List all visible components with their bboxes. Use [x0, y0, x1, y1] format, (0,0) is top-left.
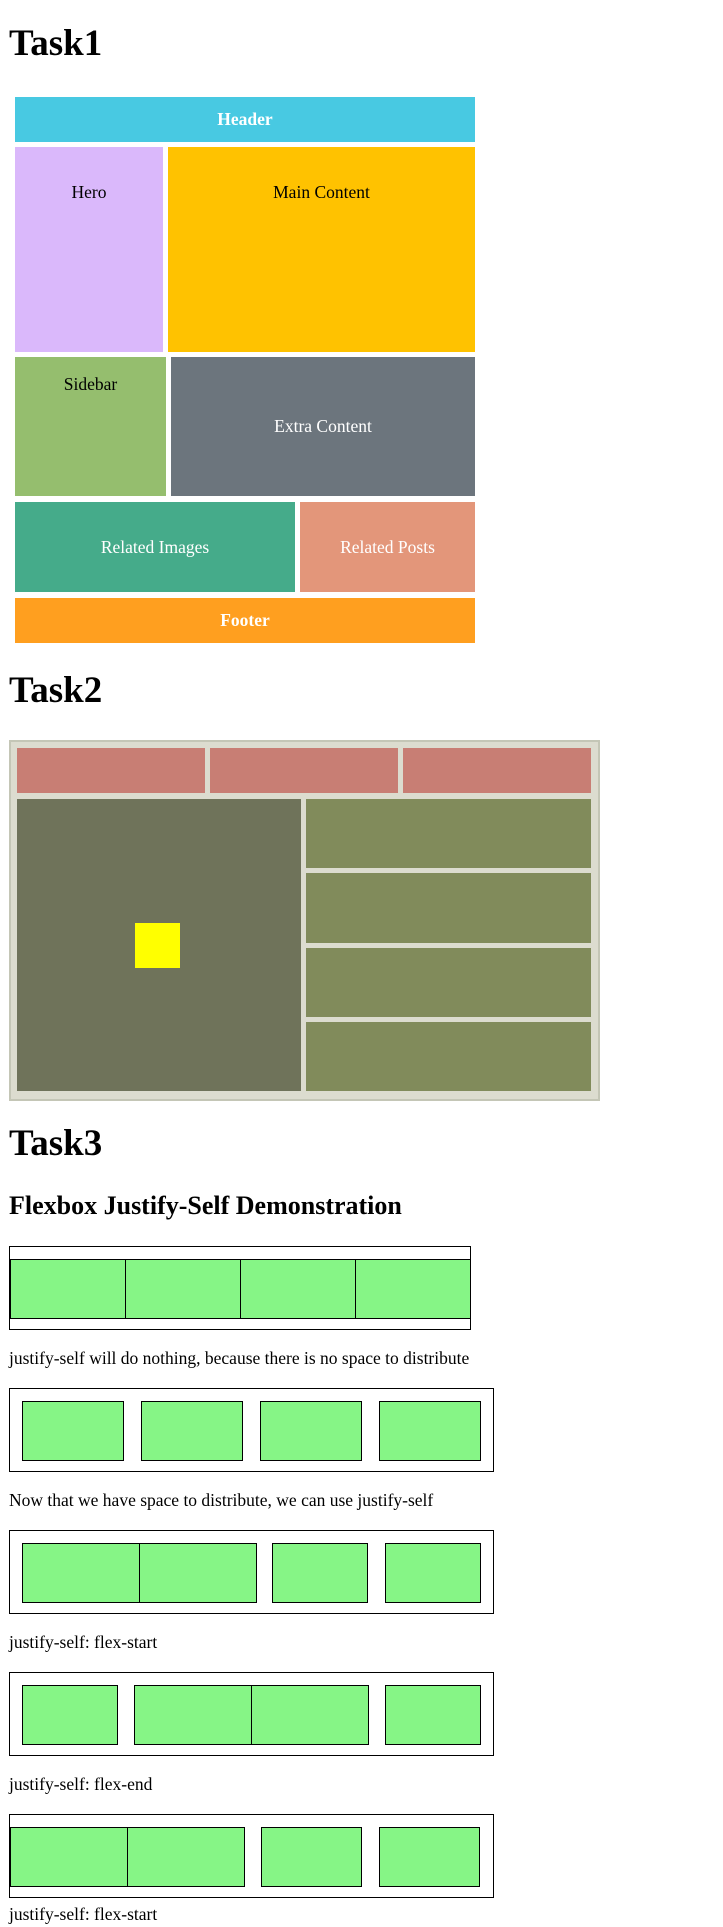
right-box-3 — [306, 948, 591, 1017]
caption-3: justify-self: flex-start — [9, 1632, 158, 1652]
flex-item — [379, 1401, 481, 1461]
main-content-label: Main Content — [273, 182, 370, 202]
footer-cell: Footer — [15, 598, 475, 643]
header-cell: Header — [15, 97, 475, 142]
flex-item — [139, 1543, 257, 1603]
caption-4: justify-self: flex-end — [9, 1774, 153, 1794]
flex-item — [355, 1259, 471, 1319]
top-box-1 — [17, 748, 205, 793]
sidebar-cell: Sidebar — [15, 357, 166, 496]
flex-item — [141, 1401, 243, 1461]
flex-item — [260, 1401, 362, 1461]
related-posts-label: Related Posts — [340, 536, 435, 557]
flex-item — [251, 1685, 369, 1745]
flex-item — [272, 1543, 368, 1603]
hero-cell: Hero — [15, 147, 163, 352]
flex-item — [22, 1685, 118, 1745]
caption-1: justify-self will do nothing, because th… — [9, 1348, 470, 1368]
related-posts-cell: Related Posts — [300, 502, 475, 592]
flex-demo-4 — [9, 1672, 494, 1756]
caption-5: justify-self: flex-start — [9, 1904, 158, 1924]
task2-heading: Task2 — [9, 670, 103, 711]
flex-item — [385, 1543, 481, 1603]
right-box-4 — [306, 1022, 591, 1091]
flex-item — [10, 1827, 128, 1887]
related-images-cell: Related Images — [15, 502, 295, 592]
task3-heading: Task3 — [9, 1123, 103, 1164]
big-box — [17, 799, 301, 1091]
task2-frame — [9, 740, 600, 1101]
flex-item — [240, 1259, 356, 1319]
header-label: Header — [217, 109, 273, 129]
flex-demo-1 — [9, 1246, 471, 1330]
flex-item — [134, 1685, 252, 1745]
footer-label: Footer — [220, 610, 270, 630]
flex-demo-2 — [9, 1388, 494, 1472]
flex-demo-5 — [9, 1814, 494, 1898]
task3-subtitle: Flexbox Justify-Self Demonstration — [9, 1191, 402, 1220]
flex-item — [127, 1827, 245, 1887]
flex-item — [379, 1827, 480, 1887]
flex-demo-3 — [9, 1530, 494, 1614]
flex-item — [261, 1827, 362, 1887]
hero-label: Hero — [71, 182, 107, 202]
flex-item — [22, 1401, 124, 1461]
sidebar-label: Sidebar — [63, 374, 118, 394]
flex-item — [385, 1685, 481, 1745]
main-content-cell: Main Content — [168, 147, 475, 352]
related-images-label: Related Images — [100, 536, 210, 557]
top-box-3 — [403, 748, 591, 793]
center-square — [135, 923, 180, 968]
right-box-1 — [306, 799, 591, 868]
extra-content-label: Extra Content — [274, 416, 372, 436]
flex-item — [10, 1259, 126, 1319]
top-box-2 — [210, 748, 398, 793]
extra-content-cell: Extra Content — [171, 357, 475, 496]
right-box-2 — [306, 873, 591, 943]
task1-heading: Task1 — [9, 23, 103, 64]
caption-2: Now that we have space to distribute, we… — [9, 1490, 434, 1510]
flex-item — [22, 1543, 140, 1603]
flex-item — [125, 1259, 241, 1319]
